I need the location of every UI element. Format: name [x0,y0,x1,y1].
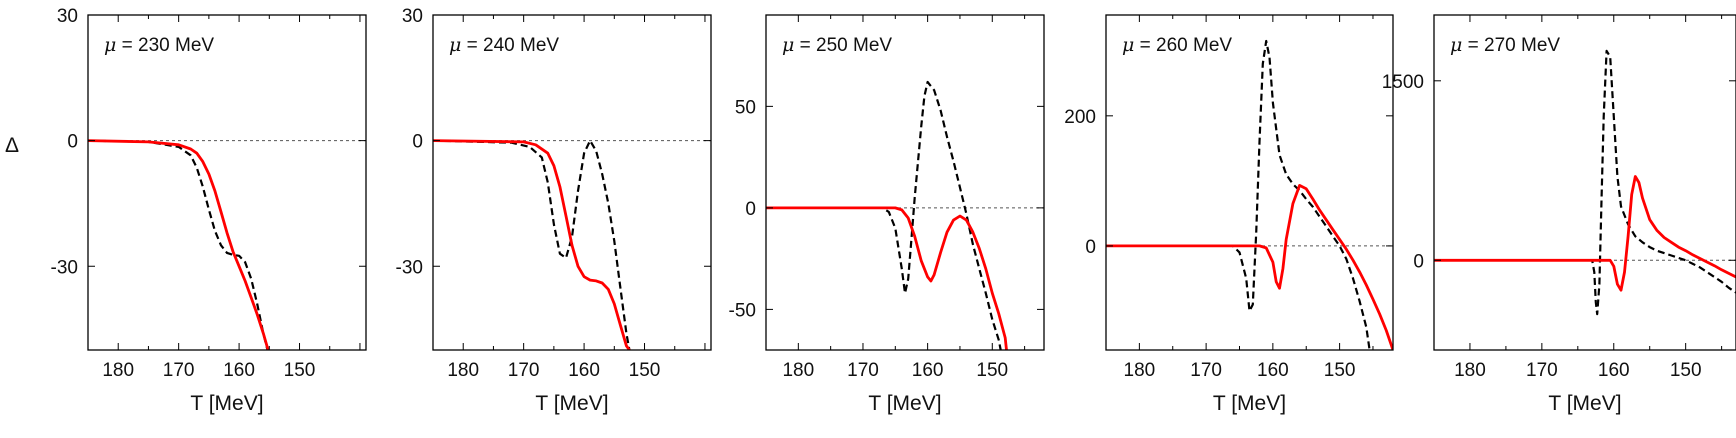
mu-symbol: μ [782,34,794,56]
x-tick-label: 170 [1190,360,1222,381]
x-tick-label: 180 [1454,360,1486,381]
x-tick-label: 180 [447,360,479,381]
x-tick-label: 150 [1670,360,1702,381]
chart-panel-2: 180 170 160 150 30 0 -30 μ = 240 MeV T [MeV] [396,6,712,415]
x-tick-label: 180 [782,360,814,381]
mu-value: = 250 MeV [794,35,892,56]
panel-mu-label: μ = 270 MeV [1450,34,1560,56]
series-red-solid [1434,175,1736,292]
y-tick-label: 30 [402,6,423,27]
y-tick-label: -50 [729,300,756,321]
x-tick-label: 160 [1598,360,1630,381]
y-tick-label: 50 [735,97,756,118]
x-axis-title: T [MeV] [535,392,608,415]
series-black-dashed [766,80,1002,350]
y-tick-label: -30 [51,257,78,278]
x-tick-label: 180 [102,360,134,381]
series-black-dashed [433,139,631,350]
mu-value: = 260 MeV [1134,35,1232,56]
mu-symbol: μ [1450,34,1462,56]
x-axis-title: T [MeV] [1548,392,1621,415]
plot-frame [87,14,367,351]
y-tick-label: 0 [1413,251,1424,272]
series-black-dashed [1106,39,1371,350]
plot-frame [765,14,1045,351]
plot-frame [1105,14,1394,351]
series-red-solid [433,139,631,350]
x-axis-title: T [MeV] [190,392,263,415]
mu-value: = 240 MeV [461,35,559,56]
y-tick-label: 200 [1064,107,1096,128]
mu-symbol: μ [104,34,116,56]
x-tick-label: 170 [163,360,195,381]
panel-mu-label: μ = 250 MeV [782,34,892,56]
x-tick-label: 150 [976,360,1008,381]
y-tick-label: 1500 [1382,72,1424,93]
x-tick-label: 170 [1526,360,1558,381]
y-tick-label: 0 [745,199,756,220]
x-tick-label: 160 [912,360,944,381]
x-tick-label: 160 [568,360,600,381]
y-tick-label: 0 [412,132,423,153]
mu-value: = 230 MeV [116,35,214,56]
series-red-solid [88,139,270,350]
x-tick-label: 170 [847,360,879,381]
series-black-dashed [1434,49,1736,316]
x-tick-label: 170 [508,360,540,381]
y-tick-label: -30 [396,257,423,278]
x-axis-title: T [MeV] [1213,392,1286,415]
plot-frame [1433,14,1736,351]
mu-value: = 270 MeV [1462,35,1560,56]
chart-panel-1: 180 170 160 150 30 0 -30 μ = 230 MeV T [MeV] [51,6,367,415]
mu-symbol: μ [1122,34,1134,56]
x-tick-label: 160 [1257,360,1289,381]
x-axis-title: T [MeV] [868,392,941,415]
series-red-solid [1106,184,1393,350]
x-tick-label: 160 [223,360,255,381]
panel-mu-label: μ = 260 MeV [1122,34,1232,56]
chart-panel-4: 180 170 160 150 200 0 μ = 260 MeV T [MeV] [1064,14,1394,415]
y-tick-label: 30 [57,6,78,27]
chart-panel-5: 180 170 160 150 1500 0 μ = 270 MeV T [MeV] [1382,14,1736,415]
series-red-solid [766,206,1008,350]
x-tick-label: 150 [629,360,661,381]
y-axis-title: Δ [5,134,19,157]
y-tick-label: 0 [1085,237,1096,258]
chart-panel-3: 180 170 160 150 50 0 -50 μ = 250 MeV T [MeV] [729,14,1045,415]
plot-frame [432,14,712,351]
panel-mu-label: μ = 240 MeV [449,34,559,56]
y-tick-label: 0 [67,132,78,153]
x-tick-label: 150 [284,360,316,381]
mu-symbol: μ [449,34,461,56]
series-black-dashed [88,139,269,350]
x-tick-label: 180 [1124,360,1156,381]
x-tick-label: 150 [1324,360,1356,381]
panel-mu-label: μ = 230 MeV [104,34,214,56]
